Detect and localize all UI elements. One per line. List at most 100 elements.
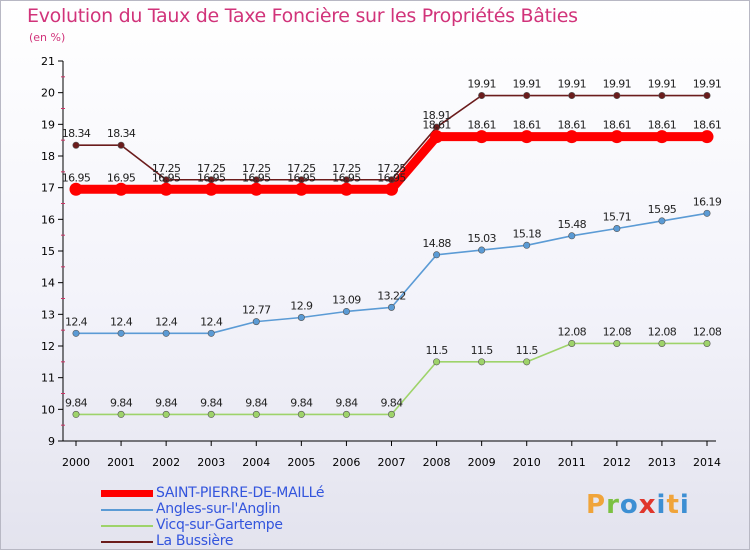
data-label: 12.9 [290, 300, 313, 313]
data-label: 17.25 [287, 162, 316, 175]
data-label: 9.84 [65, 396, 88, 409]
data-point [342, 307, 350, 315]
data-label: 9.84 [380, 396, 403, 409]
data-point [703, 92, 711, 100]
data-label: 18.61 [558, 119, 587, 132]
data-label: 19.91 [648, 78, 677, 91]
data-point [339, 182, 353, 196]
data-point [523, 92, 531, 100]
data-label: 17.25 [332, 162, 361, 175]
data-point [204, 182, 218, 196]
y-tick-label: 13 [41, 308, 55, 321]
data-point [478, 246, 486, 254]
data-label: 18.61 [422, 119, 451, 132]
data-point [117, 410, 125, 418]
data-point [387, 303, 395, 311]
x-tick-label: 2013 [648, 456, 676, 469]
series-lines [71, 94, 712, 416]
y-tick-label: 21 [41, 55, 55, 68]
legend-swatch [101, 525, 153, 527]
data-point [655, 130, 669, 144]
data-point [520, 130, 534, 144]
legend-swatch [101, 541, 153, 543]
data-label: 18.61 [648, 119, 677, 132]
x-tick-label: 2004 [242, 456, 270, 469]
data-point [658, 92, 666, 100]
data-label: 9.84 [335, 396, 358, 409]
data-point [207, 329, 215, 337]
data-label: 19.91 [467, 78, 496, 91]
data-label: 18.61 [693, 119, 722, 132]
data-label: 11.5 [471, 344, 494, 357]
data-label: 16.95 [197, 171, 226, 184]
legend-label: Vicq-sur-Gartempe [156, 517, 283, 533]
data-point [297, 410, 305, 418]
data-label: 17.25 [377, 162, 406, 175]
data-point [385, 182, 398, 196]
data-label: 12.4 [110, 315, 133, 328]
data-label: 19.91 [603, 78, 632, 91]
data-label: 12.08 [558, 325, 587, 338]
x-tick-label: 2002 [152, 456, 180, 469]
data-point [613, 339, 621, 347]
legend-label: La Bussière [156, 533, 234, 549]
data-point [207, 410, 215, 418]
y-tick-label: 9 [48, 435, 55, 448]
data-label: 18.91 [422, 109, 451, 122]
data-label: 12.77 [242, 304, 271, 317]
x-tick-label: 2000 [62, 456, 90, 469]
series-points [69, 92, 714, 418]
y-tick-label: 17 [41, 182, 55, 195]
data-point [613, 92, 621, 100]
data-label: 9.84 [200, 396, 223, 409]
data-label: 18.61 [512, 119, 541, 132]
data-label: 14.88 [422, 237, 451, 250]
data-label: 18.34 [62, 127, 91, 140]
data-point [433, 358, 441, 366]
x-tick-label: 2011 [558, 456, 586, 469]
data-point [433, 251, 441, 259]
data-point [249, 182, 263, 196]
data-label: 15.03 [467, 232, 496, 245]
data-point [114, 182, 128, 196]
data-point [700, 130, 714, 144]
data-point [478, 358, 486, 366]
y-tick-label: 10 [41, 403, 55, 416]
data-point [565, 130, 579, 144]
data-label: 9.84 [110, 396, 133, 409]
data-point [658, 217, 666, 225]
y-axis-unit: (en %) [29, 31, 66, 44]
data-point [568, 339, 576, 347]
data-point [72, 329, 80, 337]
data-label: 19.91 [693, 78, 722, 91]
data-label: 12.4 [200, 315, 223, 328]
x-tick-label: 2010 [513, 456, 541, 469]
data-label: 17.25 [242, 162, 271, 175]
data-labels: 16.95 16.95 16.95 16.95 16.95 16.95 16.95 16.95… [62, 78, 723, 410]
data-label: 15.48 [558, 218, 587, 231]
data-point [159, 182, 173, 196]
data-label: 15.18 [512, 227, 541, 240]
data-label: 15.95 [648, 203, 677, 216]
data-point [342, 410, 350, 418]
data-label: 16.95 [107, 171, 136, 184]
data-label: 9.84 [155, 396, 178, 409]
data-point [117, 329, 125, 337]
data-label: 16.19 [693, 195, 722, 208]
data-label: 19.91 [558, 78, 587, 91]
ticks: 9 10 11 12 13 14 15 16 17 18 19 20 21 2000 2001 2002 200… [41, 55, 721, 469]
data-point [523, 358, 531, 366]
data-label: 9.84 [290, 396, 313, 409]
data-label: 13.22 [377, 289, 406, 302]
data-point [69, 182, 83, 196]
x-tick-label: 2014 [693, 456, 721, 469]
data-label: 16.95 [332, 171, 361, 184]
data-label: 18.34 [107, 127, 136, 140]
y-tick-label: 15 [41, 245, 55, 258]
data-label: 12.08 [693, 325, 722, 338]
y-tick-label: 12 [41, 340, 55, 353]
data-point [610, 130, 624, 144]
data-label: 18.61 [467, 119, 496, 132]
data-label: 11.5 [516, 344, 539, 357]
